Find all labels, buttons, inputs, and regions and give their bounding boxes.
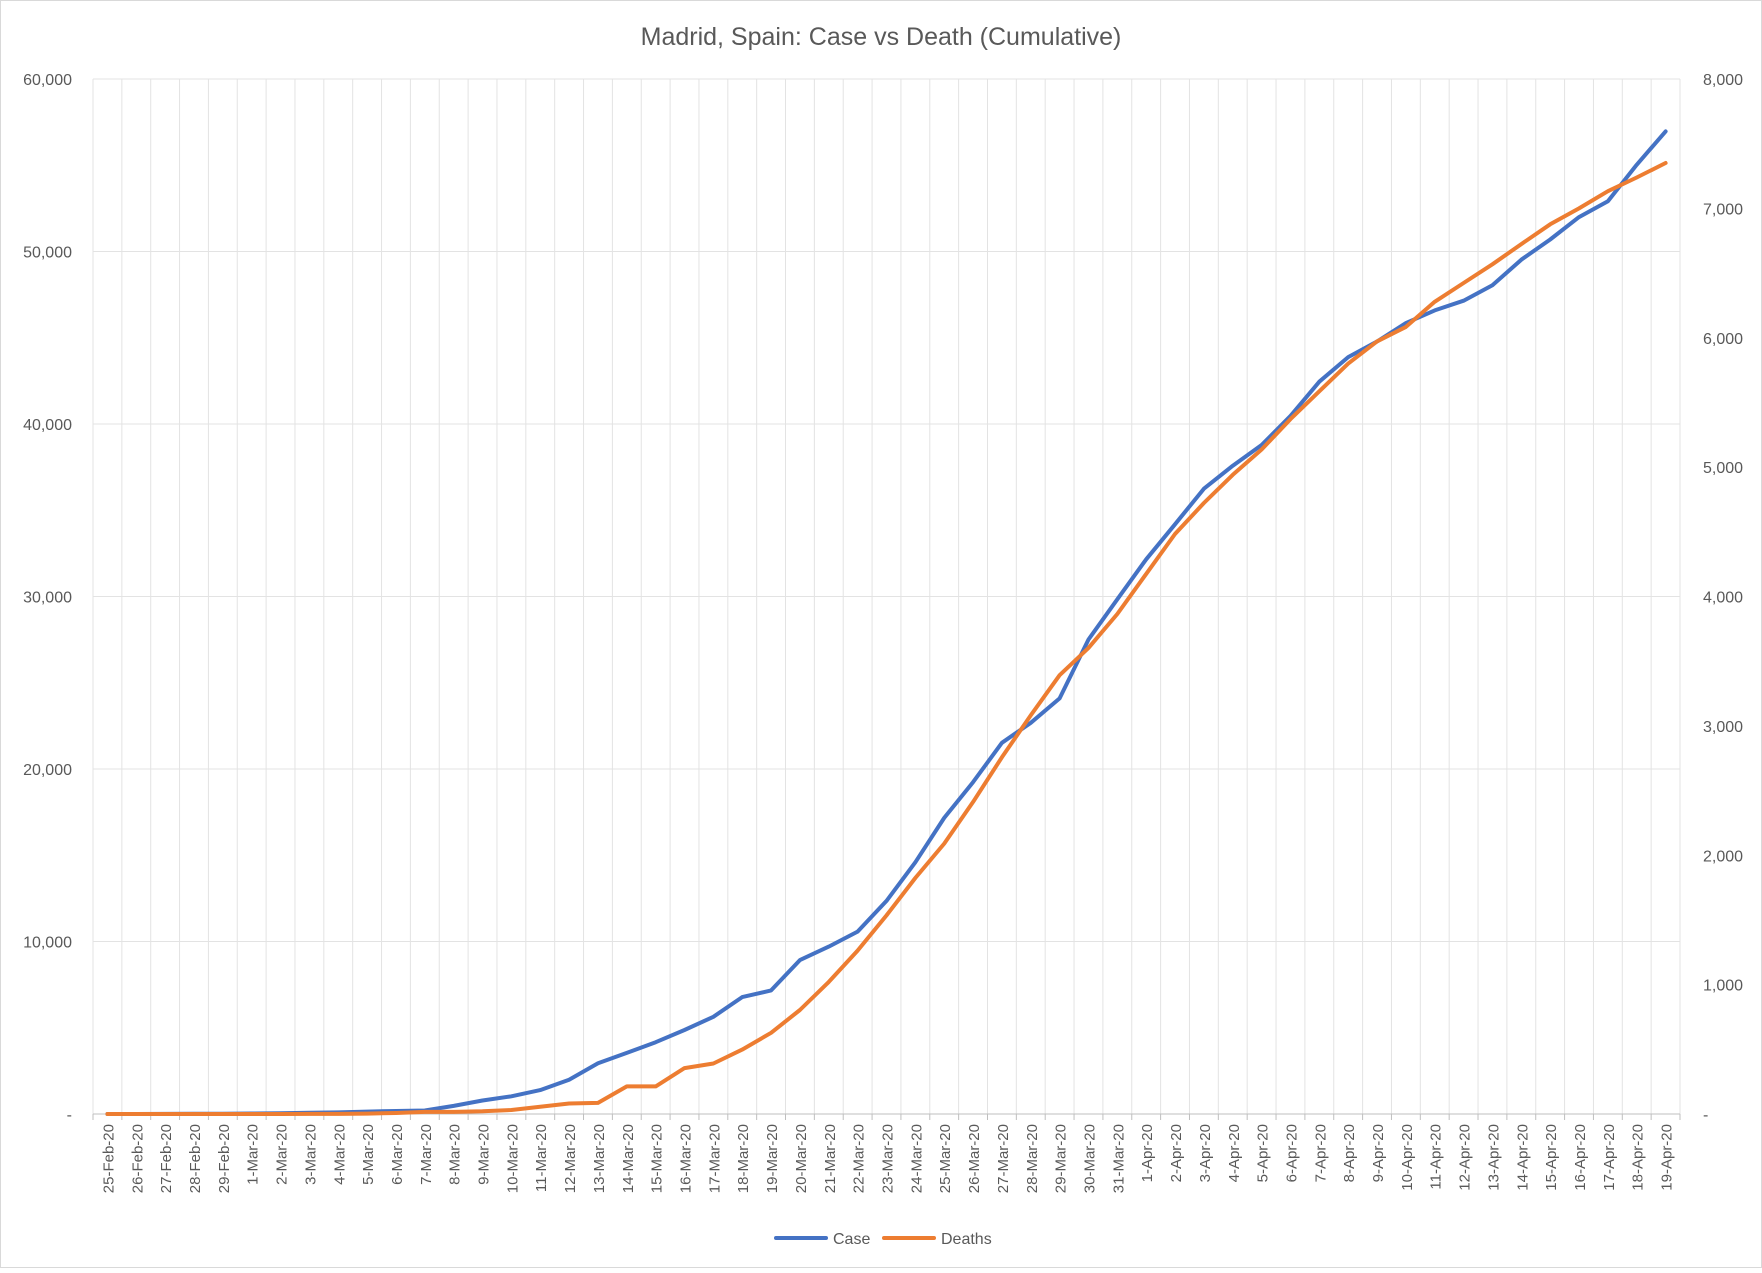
right-axis-tick-label: 8,000 [1703,72,1743,89]
x-axis-tick-label: 18-Apr-20 [1630,1124,1647,1191]
left-axis-tick-label: 20,000 [23,762,72,779]
right-axis-tick-label: 1,000 [1703,978,1743,995]
x-axis-tick-label: 3-Apr-20 [1197,1124,1214,1182]
x-axis-tick-label: 26-Feb-20 [129,1124,146,1193]
x-axis-tick-label: 24-Mar-20 [908,1124,925,1193]
x-axis-tick-label: 25-Mar-20 [937,1124,954,1193]
left-axis-tick-label: 50,000 [23,245,72,262]
x-axis-tick-label: 8-Apr-20 [1341,1124,1358,1182]
legend-label: Case [833,1231,870,1248]
x-axis-tick-label: 1-Mar-20 [245,1124,262,1185]
x-axis-tick-label: 15-Mar-20 [649,1124,666,1193]
x-axis-tick-label: 14-Mar-20 [620,1124,637,1193]
x-axis-tick-label: 1-Apr-20 [1139,1124,1156,1182]
x-axis-tick-label: 4-Mar-20 [331,1124,348,1185]
left-axis-tick-label: 60,000 [23,72,72,89]
x-axis-tick-label: 13-Apr-20 [1485,1124,1502,1191]
x-axis-tick-label: 12-Apr-20 [1457,1124,1474,1191]
x-axis-tick-label: 13-Mar-20 [591,1124,608,1193]
right-axis-tick-label: 4,000 [1703,590,1743,607]
x-axis-tick-label: 15-Apr-20 [1543,1124,1560,1191]
right-axis-tick-label: 5,000 [1703,460,1743,477]
x-axis-tick-label: 29-Mar-20 [1053,1124,1070,1193]
x-axis-tick-label: 3-Mar-20 [302,1124,319,1185]
right-axis-tick-label: 3,000 [1703,719,1743,736]
x-axis-tick-label: 5-Apr-20 [1255,1124,1272,1182]
x-axis-tick-label: 17-Mar-20 [706,1124,723,1193]
x-axis-tick-label: 10-Apr-20 [1399,1124,1416,1191]
x-axis-tick-label: 16-Mar-20 [678,1124,695,1193]
x-axis-tick-label: 10-Mar-20 [504,1124,521,1193]
x-axis-tick-label: 21-Mar-20 [822,1124,839,1193]
x-axis-tick-label: 31-Mar-20 [1110,1124,1127,1193]
left-axis-tick-label: 30,000 [23,590,72,607]
legend-label: Deaths [941,1231,992,1248]
right-axis-tick-label: 2,000 [1703,848,1743,865]
left-axis-tick-label: 40,000 [23,417,72,434]
left-axis-tick-label: - [67,1107,72,1124]
x-axis-tick-label: 12-Mar-20 [562,1124,579,1193]
x-axis-tick-label: 19-Apr-20 [1659,1124,1676,1191]
x-axis-tick-label: 9-Mar-20 [476,1124,493,1185]
x-axis-tick-label: 7-Mar-20 [418,1124,435,1185]
x-axis-tick-label: 6-Apr-20 [1283,1124,1300,1182]
x-axis-tick-label: 26-Mar-20 [966,1124,983,1193]
x-axis-tick-label: 7-Apr-20 [1312,1124,1329,1182]
x-axis-tick-label: 27-Feb-20 [158,1124,175,1193]
x-axis-tick-label: 18-Mar-20 [735,1124,752,1193]
x-axis-tick-label: 2-Mar-20 [274,1124,291,1185]
x-axis-tick-label: 16-Apr-20 [1572,1124,1589,1191]
x-axis-tick-label: 19-Mar-20 [764,1124,781,1193]
right-axis-tick-label: 7,000 [1703,201,1743,218]
right-axis-tick-label: - [1703,1107,1708,1124]
x-axis-tick-label: 29-Feb-20 [216,1124,233,1193]
right-axis-tick-label: 6,000 [1703,331,1743,348]
x-axis-tick-label: 28-Feb-20 [187,1124,204,1193]
chart-title: Madrid, Spain: Case vs Death (Cumulative… [641,23,1122,51]
x-axis-tick-label: 2-Apr-20 [1168,1124,1185,1182]
left-axis-tick-label: 10,000 [23,935,72,952]
x-axis-tick-label: 14-Apr-20 [1514,1124,1531,1191]
x-axis-tick-label: 5-Mar-20 [360,1124,377,1185]
x-axis-tick-label: 8-Mar-20 [447,1124,464,1185]
x-axis-tick-label: 6-Mar-20 [389,1124,406,1185]
x-axis-tick-label: 30-Mar-20 [1081,1124,1098,1193]
x-axis-tick-label: 27-Mar-20 [995,1124,1012,1193]
x-axis-tick-label: 20-Mar-20 [793,1124,810,1193]
x-axis-tick-label: 11-Apr-20 [1428,1124,1445,1190]
x-axis-tick-label: 23-Mar-20 [880,1124,897,1193]
x-axis-tick-label: 9-Apr-20 [1370,1124,1387,1182]
x-axis-tick-label: 28-Mar-20 [1024,1124,1041,1193]
x-axis-tick-label: 11-Mar-20 [533,1124,550,1192]
x-axis-tick-label: 22-Mar-20 [851,1124,868,1193]
x-axis-ticks: 25-Feb-20 26-Feb-20 27-Feb-20 28-Feb-20 29-F… [100,1124,1675,1193]
x-axis-tick-label: 4-Apr-20 [1226,1124,1243,1182]
x-axis-tick-label: 17-Apr-20 [1601,1124,1618,1191]
x-axis-tick-label: 25-Feb-20 [100,1124,117,1193]
